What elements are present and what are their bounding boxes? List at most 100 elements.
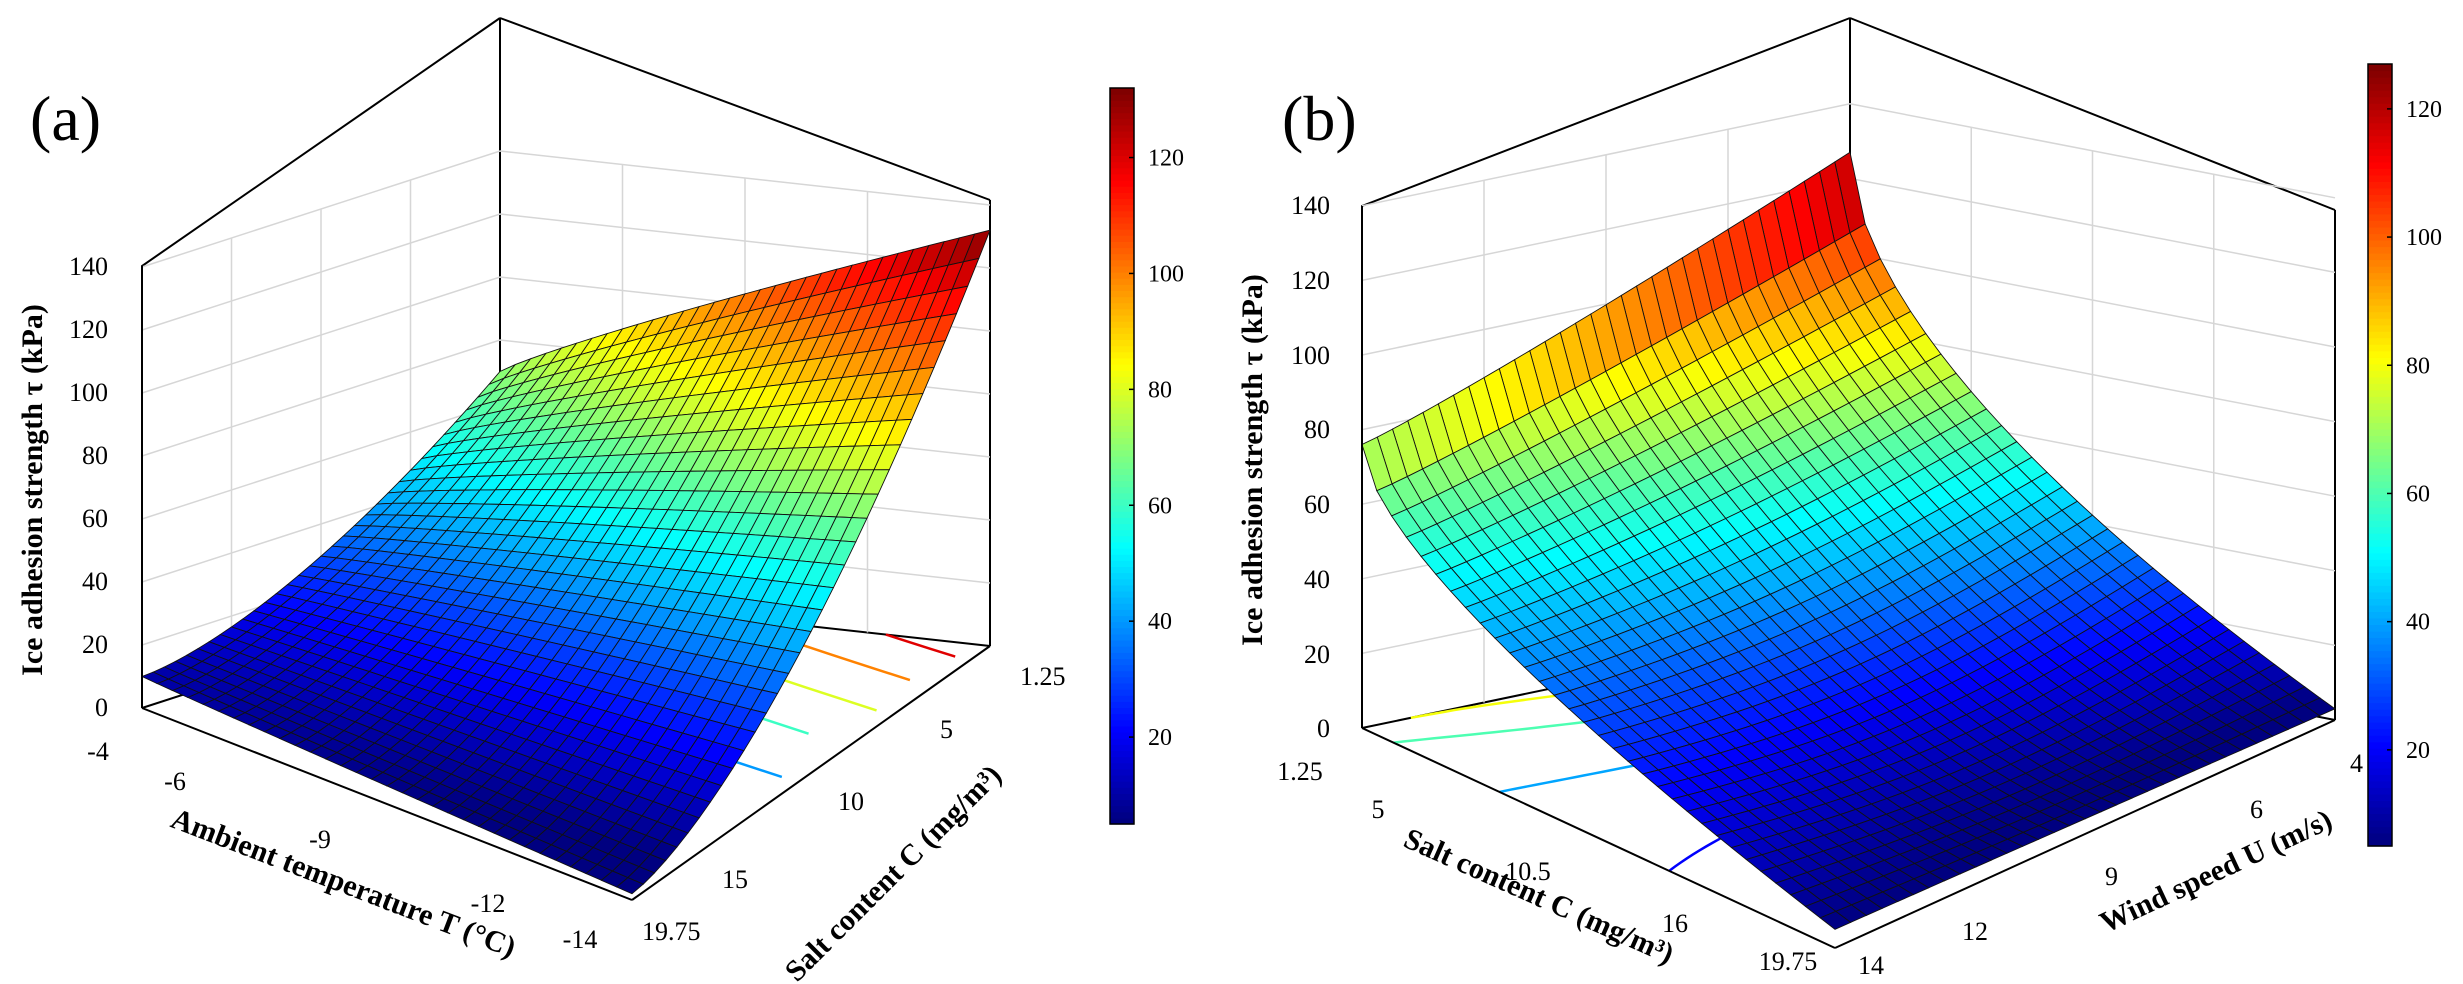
z-tick-a: 140 (69, 252, 108, 281)
colorbar-band (2368, 409, 2392, 417)
colorbar-band (1110, 750, 1134, 758)
colorbar-band (2368, 839, 2392, 847)
colorbar-tick-b: 120 (2406, 97, 2442, 123)
colorbar-band (1110, 413, 1134, 420)
colorbar-band (2368, 207, 2392, 215)
colorbar-band (2368, 630, 2392, 639)
colorbar-band (2368, 722, 2392, 730)
z-tick-a: 80 (82, 441, 108, 470)
colorbar-band (2368, 298, 2392, 306)
colorbar-band (1110, 210, 1134, 218)
colorbar-band (1110, 609, 1134, 617)
colorbar-band (2368, 696, 2392, 704)
surface-cell (615, 877, 645, 895)
colorbar-band (1110, 204, 1134, 212)
colorbar-band (1110, 229, 1134, 236)
colorbar-band (2368, 800, 2392, 808)
colorbar-tick-a: 40 (1148, 609, 1172, 635)
colorbar-band (1110, 265, 1134, 273)
colorbar-band (1110, 719, 1134, 727)
colorbar-band (1110, 554, 1134, 561)
colorbar-gradient-a (1110, 88, 1134, 825)
colorbar-band (2368, 494, 2392, 502)
x-tick-a: -9 (309, 825, 331, 854)
colorbar-band (1110, 308, 1134, 316)
colorbar-band (2368, 754, 2392, 762)
colorbar-band (1110, 259, 1134, 267)
z-tick-b: 120 (1291, 266, 1330, 295)
colorbar-band (1110, 682, 1134, 690)
colorbar-band (2368, 135, 2392, 143)
colorbar-band (1110, 615, 1134, 623)
colorbar-band (2368, 715, 2392, 723)
z-tick-b: 0 (1317, 714, 1330, 743)
colorbar-band (2368, 415, 2392, 424)
colorbar-band (2368, 539, 2392, 547)
colorbar-band (1110, 633, 1134, 641)
colorbar-band (1110, 799, 1134, 807)
colorbar-band (2368, 650, 2392, 658)
colorbar-band (2368, 90, 2392, 98)
z-tick-a: 40 (82, 567, 108, 596)
colorbar-gradient-b (2368, 64, 2392, 847)
colorbar-band (1110, 572, 1134, 580)
surface-cell (1819, 910, 1852, 930)
colorbar-b: 20 40 60 80 100 120 (2367, 63, 2442, 847)
colorbar-band (2368, 272, 2392, 280)
colorbar-band (1110, 658, 1134, 666)
colorbar-band (1110, 370, 1134, 377)
contour-line (885, 633, 956, 658)
colorbar-band (1110, 695, 1134, 702)
colorbar-band (1110, 597, 1134, 604)
colorbar-band (2368, 604, 2392, 612)
colorbar-tick-b: 20 (2406, 738, 2430, 764)
colorbar-band (1110, 382, 1134, 390)
colorbar-band (1110, 811, 1134, 819)
colorbar-band (1110, 474, 1134, 482)
colorbar-band (1110, 689, 1134, 696)
colorbar-ticks-a: 20 40 60 80 100 120 (1148, 146, 1184, 752)
y-tick-b: 1.25 (1277, 757, 1323, 786)
colorbar-band (2368, 213, 2392, 221)
colorbar-band (1110, 590, 1134, 598)
colorbar-band (1110, 161, 1134, 169)
colorbar-band (1110, 449, 1134, 457)
colorbar-band (1110, 88, 1134, 95)
colorbar-band (2368, 624, 2392, 632)
colorbar-band (2368, 500, 2392, 508)
colorbar-band (2368, 761, 2392, 769)
colorbar-band (2368, 64, 2392, 72)
colorbar-frame-b (2367, 63, 2393, 847)
z-tick-b: 80 (1304, 415, 1330, 444)
colorbar-band (1110, 535, 1134, 543)
colorbar-band (1110, 529, 1134, 537)
y-axis-label-a: Salt content C (mg/m³) (779, 759, 1008, 984)
colorbar-band (2368, 370, 2392, 378)
colorbar-band (2368, 578, 2392, 586)
colorbar-band (2368, 402, 2392, 410)
colorbar-band (1110, 376, 1134, 383)
colorbar-band (2368, 337, 2392, 345)
grid-line (141, 213, 991, 331)
colorbar-band (2368, 103, 2392, 111)
colorbar-band (1110, 578, 1134, 586)
colorbar-band (2368, 311, 2392, 319)
colorbar-band (2368, 565, 2392, 573)
colorbar-band (2368, 826, 2392, 834)
colorbar-band (2368, 200, 2392, 208)
colorbar-band (1110, 296, 1134, 304)
colorbar-band (1110, 701, 1134, 709)
colorbar-band (1110, 357, 1134, 365)
x-axis-label-a: Ambient temperature T (°C) (167, 802, 521, 964)
colorbar-band (2368, 187, 2392, 195)
colorbar-band (1110, 732, 1134, 739)
colorbar-band (1110, 149, 1134, 157)
colorbar-band (1110, 247, 1134, 255)
y-ticks-b: 1.25 5 10.5 16 19.75 (1277, 757, 1817, 976)
colorbar-band (1110, 725, 1134, 733)
colorbar-band (2368, 174, 2392, 182)
colorbar-band (1110, 364, 1134, 371)
colorbar-band (1110, 192, 1134, 199)
colorbar-band (2368, 481, 2392, 489)
